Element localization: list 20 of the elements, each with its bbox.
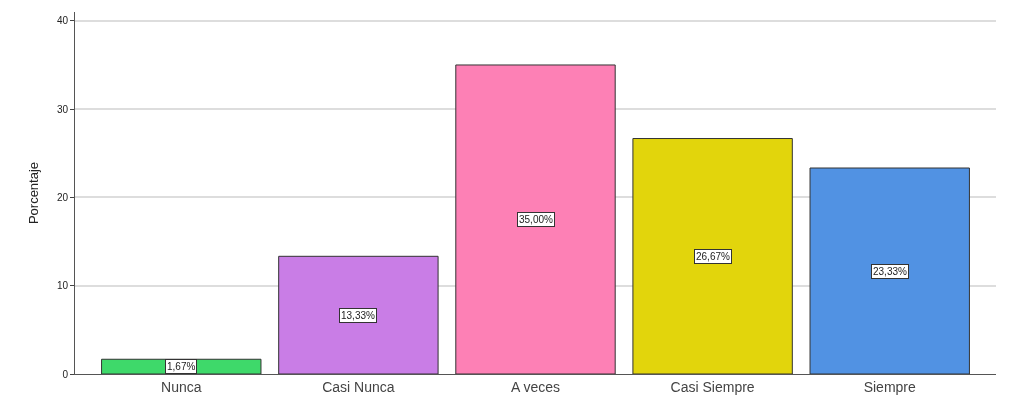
y-tick-label: 10 xyxy=(56,280,69,292)
x-tick-label: A veces xyxy=(510,378,561,395)
data-label: 13,33% xyxy=(341,310,376,321)
data-label: 1,67% xyxy=(167,361,196,372)
bar xyxy=(809,167,970,374)
x-tick-label: Casi Siempre xyxy=(670,378,755,395)
x-tick-label: Siempre xyxy=(863,378,916,395)
x-tick-label: Nunca xyxy=(161,378,202,395)
bar xyxy=(278,255,439,374)
data-label: 26,67% xyxy=(696,251,731,262)
y-tick-label: 30 xyxy=(56,103,69,115)
bar xyxy=(632,138,793,374)
y-tick-label: 40 xyxy=(56,15,69,27)
y-axis-title: Porcentaje xyxy=(25,161,41,225)
data-label: 23,33% xyxy=(873,266,908,277)
x-tick-label: Casi Nunca xyxy=(322,378,395,395)
bar xyxy=(455,64,616,374)
data-label: 35,00% xyxy=(519,214,554,225)
y-tick-label: 0 xyxy=(62,368,69,380)
y-tick-label: 20 xyxy=(56,191,69,203)
